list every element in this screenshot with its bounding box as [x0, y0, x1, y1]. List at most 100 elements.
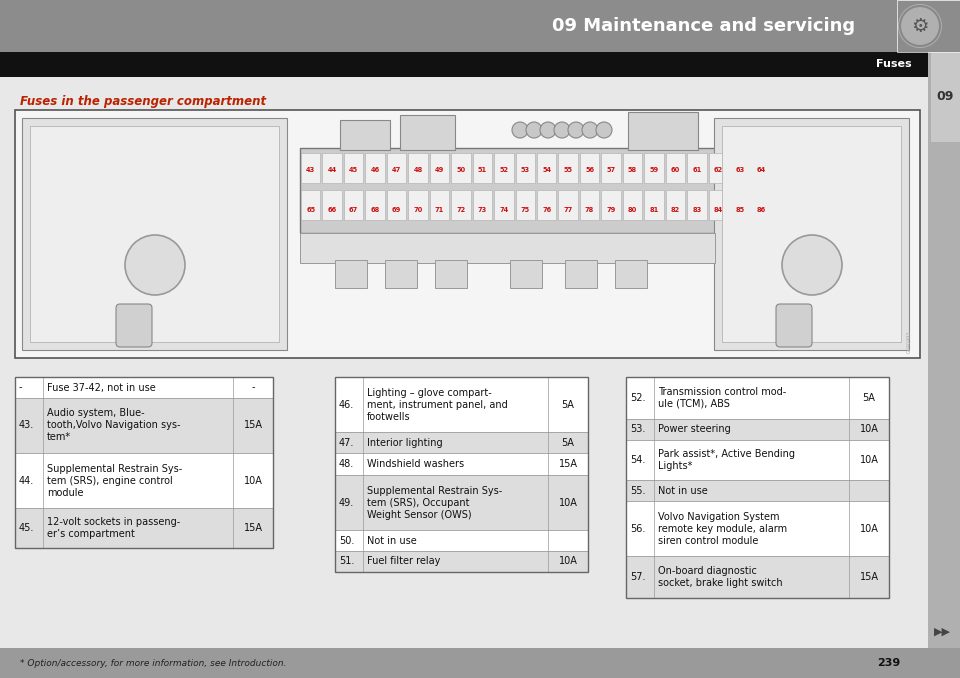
Bar — [516, 190, 535, 220]
Circle shape — [582, 122, 598, 138]
Bar — [0, 0, 960, 52]
Text: Supplemental Restrain Sys-
tem (SRS), engine control
module: Supplemental Restrain Sys- tem (SRS), en… — [47, 464, 182, 498]
Bar — [335, 475, 588, 530]
Bar — [30, 126, 279, 342]
Text: 46: 46 — [371, 167, 380, 173]
Bar — [408, 153, 428, 183]
Bar — [15, 453, 273, 508]
Bar — [626, 419, 889, 440]
Text: Not in use: Not in use — [658, 485, 708, 496]
Bar — [335, 377, 588, 432]
Text: Fuel filter relay: Fuel filter relay — [367, 557, 441, 567]
Bar — [731, 153, 750, 183]
Circle shape — [554, 122, 570, 138]
Bar — [301, 153, 321, 183]
Bar — [0, 52, 928, 77]
Text: -: - — [19, 382, 22, 393]
Text: 77: 77 — [564, 207, 573, 213]
Bar — [516, 153, 535, 183]
Bar — [580, 153, 599, 183]
Bar — [340, 120, 390, 150]
Bar — [626, 440, 889, 480]
Bar — [601, 190, 621, 220]
Text: 75: 75 — [520, 207, 530, 213]
Bar — [580, 190, 599, 220]
Bar — [626, 480, 889, 501]
Text: 72: 72 — [456, 207, 466, 213]
Text: 82: 82 — [671, 207, 680, 213]
Bar — [644, 190, 663, 220]
Text: 64: 64 — [756, 167, 766, 173]
Bar — [385, 260, 417, 288]
Bar — [537, 190, 557, 220]
Text: 15A: 15A — [559, 459, 578, 469]
Bar — [387, 190, 406, 220]
Text: 52: 52 — [499, 167, 509, 173]
Circle shape — [125, 235, 185, 295]
Text: 54: 54 — [542, 167, 551, 173]
Text: 70: 70 — [414, 207, 422, 213]
Text: 60: 60 — [671, 167, 680, 173]
Bar — [537, 153, 557, 183]
Circle shape — [540, 122, 556, 138]
Bar — [626, 556, 889, 598]
Bar — [644, 153, 663, 183]
Bar — [15, 377, 273, 548]
Text: 58: 58 — [628, 167, 637, 173]
Text: On-board diagnostic
socket, brake light switch: On-board diagnostic socket, brake light … — [658, 566, 782, 588]
Text: Fuse 37-42, not in use: Fuse 37-42, not in use — [47, 382, 156, 393]
Text: 49.: 49. — [339, 498, 354, 508]
Bar — [494, 153, 514, 183]
Text: 52.: 52. — [630, 393, 645, 403]
Bar — [15, 110, 920, 358]
Bar — [0, 648, 960, 678]
Text: 15A: 15A — [244, 523, 262, 533]
Circle shape — [512, 122, 528, 138]
Bar — [435, 260, 467, 288]
Bar — [323, 153, 342, 183]
Bar — [400, 115, 455, 150]
Bar — [0, 77, 928, 672]
Text: Park assist*, Active Bending
Lights*: Park assist*, Active Bending Lights* — [658, 449, 795, 471]
Text: 54.: 54. — [630, 455, 645, 465]
Text: 43.: 43. — [19, 420, 35, 431]
Text: Interior lighting: Interior lighting — [367, 437, 443, 447]
Text: 5A: 5A — [863, 393, 876, 403]
Bar — [752, 153, 771, 183]
Text: 10A: 10A — [559, 557, 577, 567]
Bar — [559, 153, 578, 183]
Text: 10A: 10A — [859, 523, 878, 534]
Bar — [628, 112, 698, 150]
Text: 12-volt sockets in passeng-
er’s compartment: 12-volt sockets in passeng- er’s compart… — [47, 517, 180, 539]
Bar — [930, 52, 960, 142]
Text: 78: 78 — [585, 207, 594, 213]
Text: 81: 81 — [649, 207, 659, 213]
Bar — [344, 153, 364, 183]
Text: Transmission control mod-
ule (TCM), ABS: Transmission control mod- ule (TCM), ABS — [658, 387, 786, 409]
Bar — [565, 260, 597, 288]
Text: 71: 71 — [435, 207, 444, 213]
Bar — [344, 190, 364, 220]
Bar — [494, 190, 514, 220]
Bar — [387, 153, 406, 183]
Bar — [335, 551, 588, 572]
Text: 45.: 45. — [19, 523, 35, 533]
Text: 10A: 10A — [859, 455, 878, 465]
Text: 65: 65 — [306, 207, 315, 213]
Bar — [752, 190, 771, 220]
Text: 66: 66 — [327, 207, 337, 213]
Bar — [708, 153, 728, 183]
Text: 55.: 55. — [630, 485, 645, 496]
Bar — [323, 190, 342, 220]
Text: 61: 61 — [692, 167, 702, 173]
Text: 57.: 57. — [630, 572, 645, 582]
Text: Fuses: Fuses — [876, 59, 912, 69]
Text: Not in use: Not in use — [367, 536, 417, 546]
Text: 83: 83 — [692, 207, 702, 213]
Text: 56.: 56. — [630, 523, 645, 534]
Bar — [714, 118, 909, 350]
Bar — [15, 398, 273, 453]
Bar — [15, 508, 273, 548]
Text: -: - — [252, 382, 254, 393]
Bar — [451, 153, 470, 183]
